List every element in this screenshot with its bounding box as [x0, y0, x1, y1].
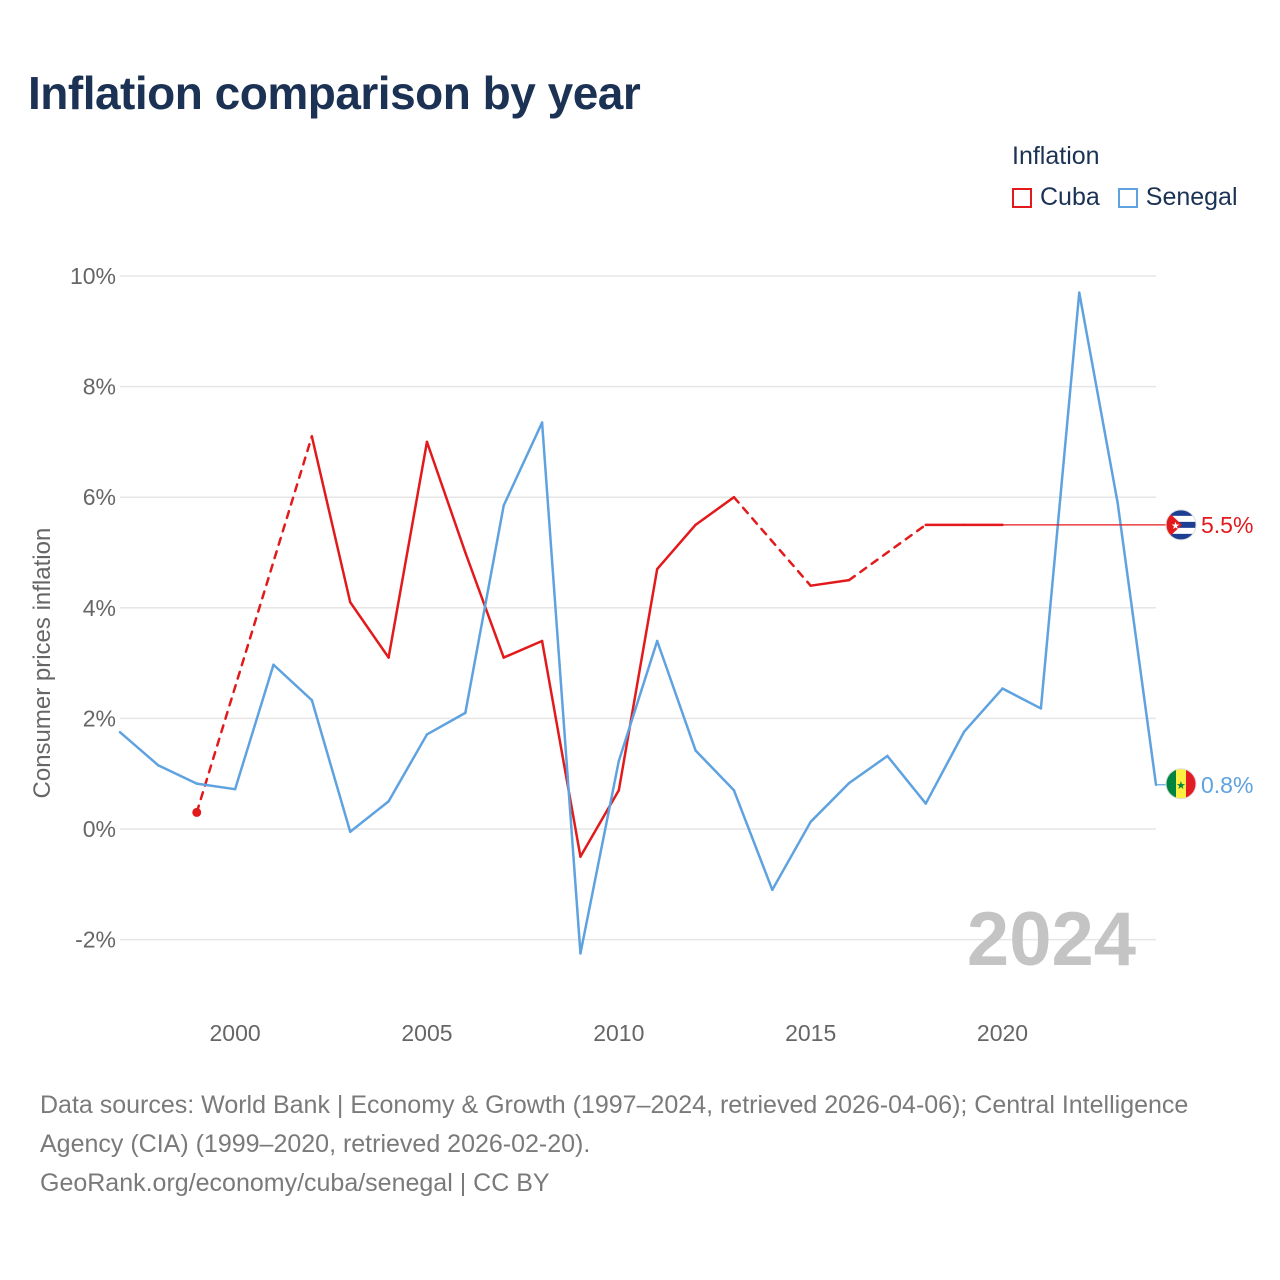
series-segment-senegal — [694, 749, 736, 792]
legend-title: Inflation — [1012, 142, 1100, 170]
series-start-point-cuba — [192, 807, 202, 817]
series-segment-cuba — [847, 523, 928, 582]
y-tick-label: 8% — [83, 374, 116, 400]
y-axis-label: Consumer prices inflation — [29, 528, 56, 799]
series-segment-cuba — [579, 789, 621, 858]
flag-cuba-border — [1165, 509, 1197, 541]
series-segment-senegal — [1078, 291, 1119, 504]
series-segment-senegal — [886, 754, 928, 805]
footer-credit[interactable]: GeoRank.org/economy/cuba/senegal | CC BY — [40, 1169, 550, 1197]
legend-item-cuba[interactable]: Cuba — [1012, 183, 1100, 212]
series-segment-senegal — [118, 730, 160, 767]
legend-item-senegal[interactable]: Senegal — [1117, 183, 1238, 212]
series-segment-senegal — [348, 800, 390, 834]
flag-senegal-yellow — [1176, 768, 1186, 799]
flag-senegal-green — [1166, 768, 1176, 799]
series-segment-senegal — [617, 639, 659, 763]
series-segment-senegal — [310, 698, 352, 834]
flag-senegal-star-icon: ★ — [1176, 780, 1186, 792]
year-watermark: 2024 — [967, 897, 1136, 982]
footer: Data sources: World Bank | Economy & Gro… — [40, 1086, 1240, 1203]
series-segment-senegal — [1039, 291, 1081, 710]
legend-swatch-cuba — [1012, 187, 1032, 208]
y-tick-label: 10% — [70, 263, 116, 289]
series-segment-senegal — [924, 730, 966, 805]
series-segment-cuba — [387, 440, 429, 659]
series-segment-senegal — [502, 421, 544, 507]
y-tick-label: 4% — [83, 595, 116, 621]
end-label-cuba: 5.5% — [1201, 512, 1253, 538]
flag-cuba-stripe — [1166, 509, 1196, 516]
chart-title: Inflation comparison by year — [28, 67, 641, 119]
series-segment-senegal — [1116, 501, 1158, 787]
series-segment-senegal — [1001, 687, 1043, 710]
series-segment-senegal — [579, 759, 621, 955]
series-segment-senegal — [425, 711, 467, 736]
series-segment-cuba — [655, 523, 697, 571]
series-segment-senegal — [195, 782, 237, 791]
y-tick-label: -2% — [75, 927, 116, 953]
series-segment-cuba — [195, 435, 314, 814]
series-segment-cuba — [310, 435, 352, 604]
y-tick-label: 2% — [83, 705, 116, 731]
x-tick-label: 2005 — [401, 1020, 452, 1046]
series-segment-cuba — [617, 567, 659, 792]
flag-cuba-triangle — [1166, 509, 1182, 540]
series-segment-senegal — [540, 421, 582, 955]
legend-label-senegal: Senegal — [1145, 183, 1238, 211]
legend: Inflation Cuba Senegal — [1012, 142, 1256, 212]
series-segment-cuba — [694, 495, 736, 527]
footer-sources: Data sources: World Bank | Economy & Gro… — [40, 1091, 1189, 1158]
y-tick-label: 0% — [83, 816, 116, 842]
flag-cuba-stripe — [1166, 533, 1196, 540]
series-segment-cuba — [348, 601, 390, 659]
series-segment-senegal — [809, 781, 851, 824]
series-segment-cuba — [425, 440, 467, 554]
series-segment-cuba — [502, 639, 544, 659]
series-segment-senegal — [272, 663, 314, 702]
x-tick-label: 2020 — [977, 1020, 1028, 1046]
y-tick-label: 6% — [83, 484, 116, 510]
flag-senegal-red — [1186, 768, 1196, 799]
flag-senegal-border — [1165, 768, 1197, 800]
x-tick-label: 2010 — [593, 1020, 644, 1046]
legend-label-cuba: Cuba — [1040, 183, 1100, 211]
series-segment-senegal — [771, 820, 812, 892]
series-segment-cuba — [540, 639, 582, 858]
series-segment-cuba — [809, 578, 851, 587]
series-segment-senegal — [655, 639, 697, 752]
x-tick-label: 2000 — [210, 1020, 261, 1046]
series-segment-senegal — [732, 789, 774, 892]
legend-swatch-senegal — [1117, 187, 1138, 208]
series-segment-senegal — [387, 733, 429, 803]
flag-senegal-icon: ★ — [1166, 768, 1196, 799]
series-segment-senegal — [962, 687, 1004, 733]
series-segment-senegal — [233, 663, 275, 791]
flag-cuba-icon: ★ — [1166, 509, 1196, 540]
series-segment-senegal — [157, 764, 198, 785]
end-label-senegal: 0.8% — [1201, 772, 1253, 798]
x-tick-label: 2015 — [785, 1020, 836, 1046]
series-segment-senegal — [464, 504, 505, 715]
series-segment-cuba — [732, 495, 812, 587]
legend-items: Cuba Senegal — [1012, 183, 1256, 212]
series-segment-senegal — [847, 754, 889, 785]
flag-cuba-star-icon: ★ — [1171, 521, 1180, 532]
